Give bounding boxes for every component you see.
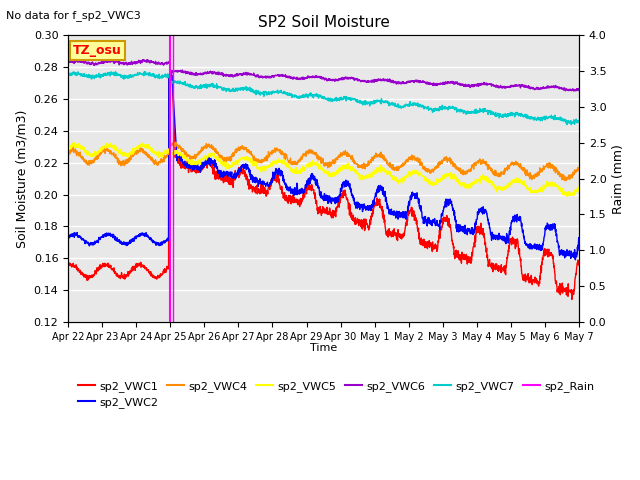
Title: SP2 Soil Moisture: SP2 Soil Moisture (258, 15, 390, 30)
Y-axis label: Raim (mm): Raim (mm) (612, 144, 625, 214)
Y-axis label: Soil Moisture (m3/m3): Soil Moisture (m3/m3) (15, 109, 28, 248)
Legend: sp2_VWC1, sp2_VWC2, sp2_VWC4, sp2_VWC5, sp2_VWC6, sp2_VWC7, sp2_Rain: sp2_VWC1, sp2_VWC2, sp2_VWC4, sp2_VWC5, … (74, 376, 598, 412)
X-axis label: Time: Time (310, 343, 337, 353)
Text: TZ_osu: TZ_osu (73, 44, 122, 57)
Text: No data for f_sp2_VWC3: No data for f_sp2_VWC3 (6, 10, 141, 21)
